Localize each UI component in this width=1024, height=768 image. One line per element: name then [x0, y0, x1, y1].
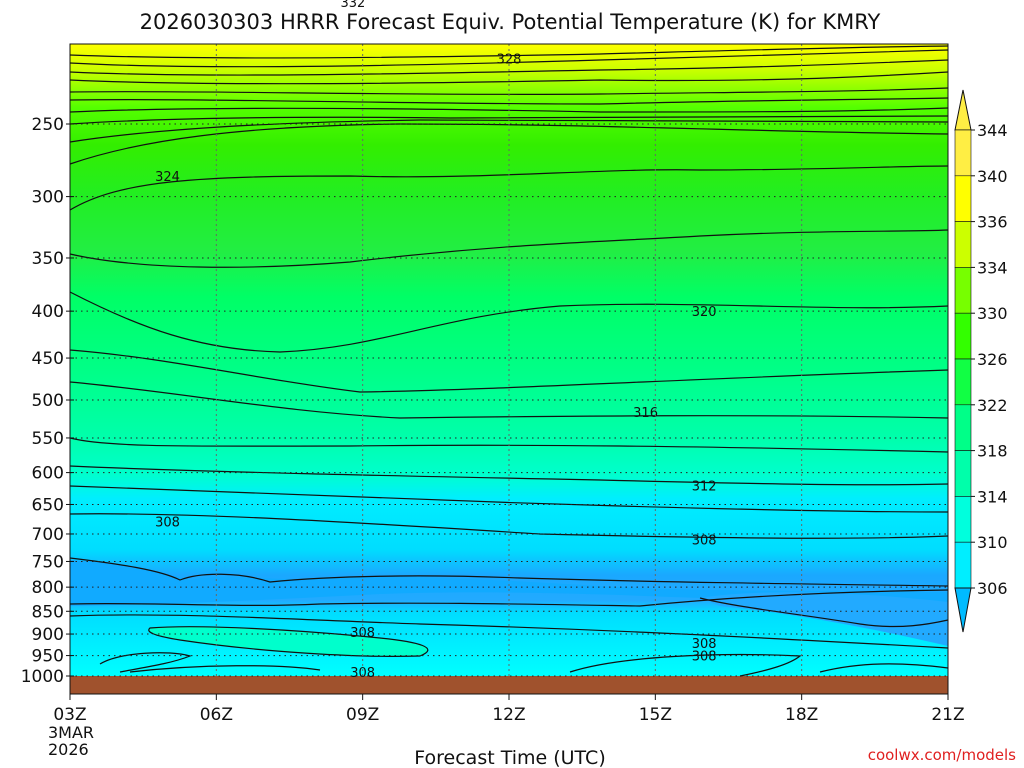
y-tick-label: 850	[32, 602, 64, 622]
contour-label: 332	[731, 0, 756, 2]
colorbar-tick-label: 322	[977, 396, 1008, 415]
low-theta-band	[70, 560, 948, 606]
colorbar-segment	[954, 404, 972, 451]
x-tick-label: 12Z	[492, 705, 525, 725]
colorbar-segment	[954, 267, 972, 314]
colorbar-tick-label: 336	[977, 213, 1008, 232]
y-tick-label: 600	[32, 464, 64, 484]
y-tick-label: 350	[32, 249, 64, 269]
gridlines	[70, 44, 948, 677]
y-tick-label: 650	[32, 495, 64, 515]
colorbar-tick-label: 306	[977, 579, 1008, 598]
contour-label: 316	[633, 406, 658, 421]
y-tick-label: 1000	[21, 667, 64, 687]
y-tick-label: 300	[32, 188, 64, 208]
low-theta-core-right	[700, 592, 948, 646]
y-tick-label: 800	[32, 578, 64, 598]
x-axis-label: Forecast Time (UTC)	[414, 747, 605, 768]
colorbar: 344 340 336 334 330 326 322 318 314 310 306	[954, 89, 1008, 633]
y-tick-label: 450	[32, 349, 64, 369]
y-tick-label: 500	[32, 391, 64, 411]
x-tick-label: 06Z	[200, 705, 233, 725]
colorbar-tick-label: 318	[977, 442, 1008, 461]
colorbar-segment	[954, 358, 972, 406]
colorbar-tick-label: 344	[977, 121, 1008, 140]
colorbar-segment	[954, 312, 972, 360]
x-tick-label: 21Z	[931, 705, 964, 725]
contour-label: 332	[340, 0, 365, 11]
contour-label: 308	[692, 534, 717, 549]
colorbar-tick-label: 310	[977, 533, 1008, 552]
colorbar-arrow-top	[954, 89, 972, 131]
x-date-label: 2026	[48, 740, 89, 759]
contour-label: 308	[692, 650, 717, 665]
colorbar-tick-label: 326	[977, 350, 1008, 369]
colorbar-arrow-bottom	[954, 587, 972, 633]
contour-label: 324	[155, 170, 180, 185]
x-tick-label: 18Z	[785, 705, 818, 725]
colorbar-segment	[954, 221, 972, 268]
colorbar-tick-label: 314	[977, 487, 1008, 506]
credit-text: coolwx.com/models	[868, 746, 1016, 764]
contour-label: 308	[155, 515, 180, 530]
chart-title: 2026030303 HRRR Forecast Equiv. Potentia…	[140, 10, 881, 34]
y-tick-label: 750	[32, 552, 64, 572]
contour-label: 312	[692, 480, 717, 495]
colorbar-tick-label: 334	[977, 258, 1008, 277]
colorbar-segment	[954, 496, 972, 543]
y-axis: 250 300 350 400 450 500 550 600 650 700 750 800 850 9…	[21, 115, 74, 687]
y-tick-label: 900	[32, 625, 64, 645]
y-tick-label: 250	[32, 115, 64, 135]
x-tick-label: 09Z	[346, 705, 379, 725]
colorbar-tick-label: 340	[977, 167, 1008, 186]
x-tick-label: 15Z	[639, 705, 672, 725]
contour-labels: 3363323323283243203163123083083083083083…	[155, 0, 756, 681]
colorbar-tick-label: 330	[977, 304, 1008, 323]
colorbar-segment	[954, 129, 972, 177]
contour-label: 308	[350, 666, 375, 681]
y-tick-label: 550	[32, 429, 64, 449]
contour-label: 308	[350, 626, 375, 641]
colorbar-segment	[954, 175, 972, 222]
y-tick-label: 700	[32, 525, 64, 545]
y-tick-label: 950	[32, 647, 64, 667]
x-tick-label: 03Z	[53, 705, 86, 725]
ground	[70, 676, 948, 694]
plot-frame	[69, 43, 949, 695]
y-tick-label: 400	[32, 302, 64, 322]
contour-lines	[69, 45, 949, 677]
colorbar-segment	[954, 450, 972, 497]
colorbar-segment	[954, 541, 972, 589]
contour-label: 308	[692, 637, 717, 652]
contour-label: 320	[692, 305, 717, 320]
x-date-label: 3MAR	[48, 723, 94, 742]
